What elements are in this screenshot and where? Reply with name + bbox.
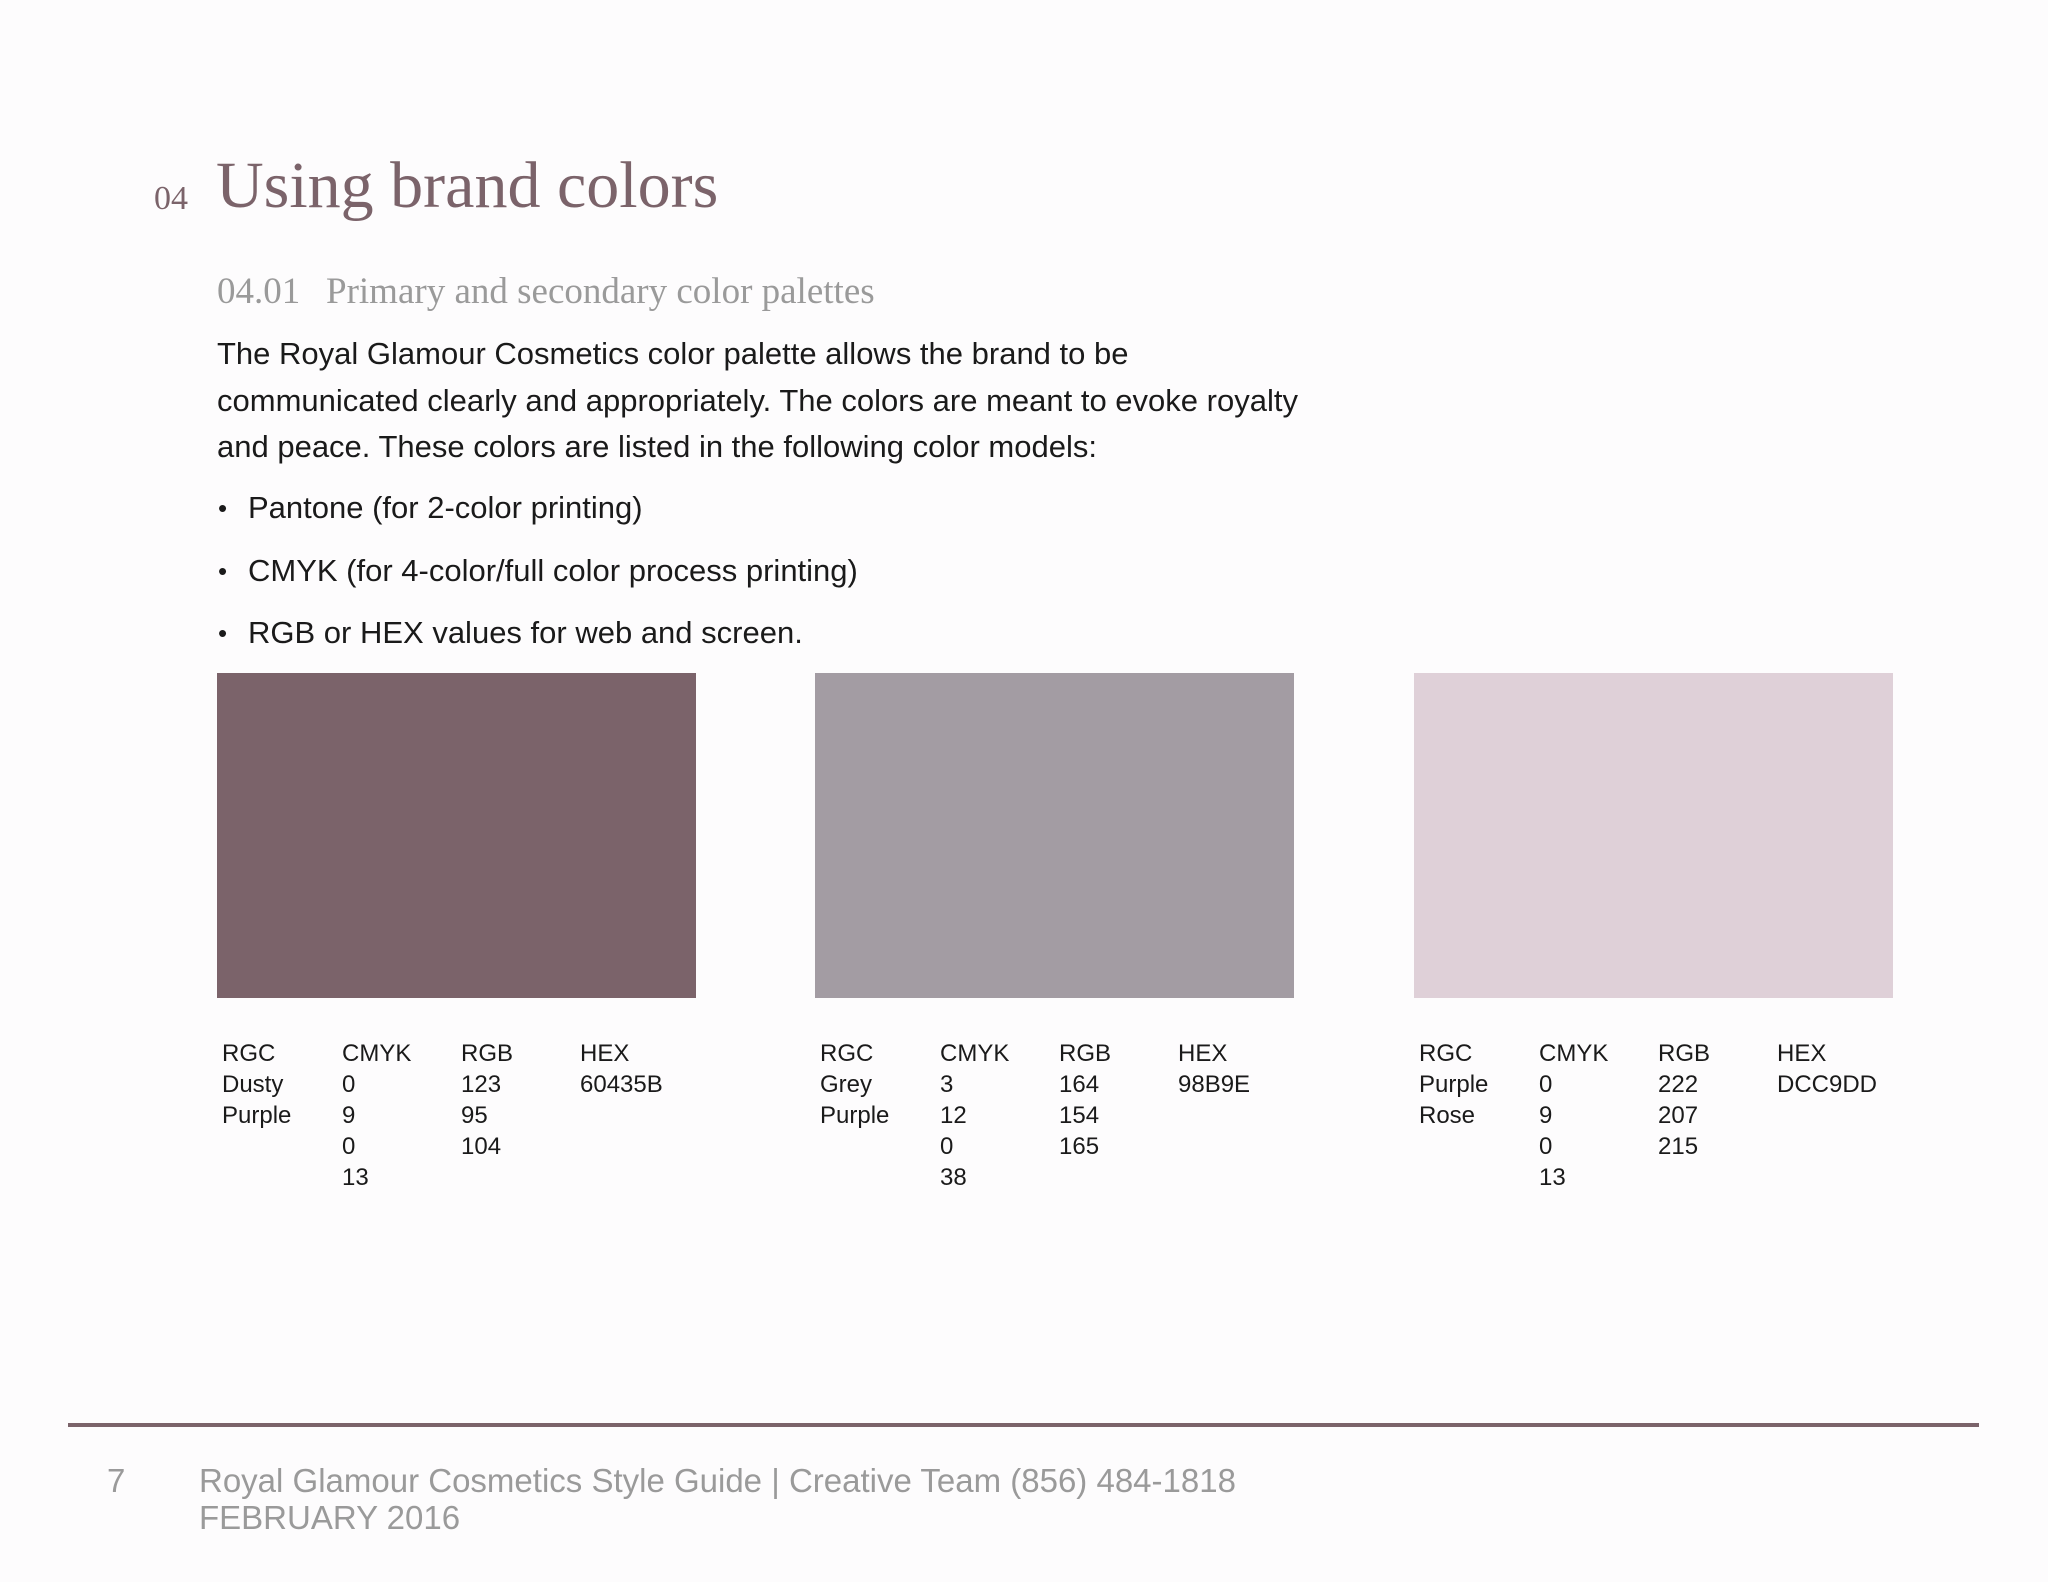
column-header: RGC [222, 1040, 276, 1067]
hex-value: 60435B [580, 1071, 663, 1098]
rgc-value: Rose [1419, 1102, 1476, 1129]
cmyk-value: 38 [940, 1164, 967, 1191]
hex-value: 98B9E [1178, 1071, 1251, 1098]
page-number: 7 [107, 1462, 126, 1499]
column-header: HEX [1178, 1040, 1228, 1067]
bullet-item: Pantone (for 2-color printing) [248, 490, 643, 525]
cmyk-value: 3 [940, 1071, 954, 1098]
cmyk-value: 0 [1539, 1071, 1553, 1098]
column-header: CMYK [1539, 1040, 1609, 1067]
rgb-value: 165 [1059, 1133, 1100, 1160]
column-header: HEX [1777, 1040, 1827, 1067]
hex-value: DCC9DD [1777, 1071, 1878, 1098]
intro-line: The Royal Glamour Cosmetics color palett… [217, 336, 1129, 371]
rgb-value: 164 [1059, 1071, 1100, 1098]
rgc-value: Purple [1419, 1071, 1489, 1098]
column-header: RGC [820, 1040, 874, 1067]
footer-rule [68, 1423, 1979, 1427]
cmyk-value: 0 [342, 1071, 356, 1098]
column-header: CMYK [342, 1040, 412, 1067]
rgb-value: 95 [461, 1102, 488, 1129]
color-swatch [1414, 673, 1893, 998]
rgc-value: Purple [222, 1102, 292, 1129]
rgb-value: 222 [1658, 1071, 1699, 1098]
cmyk-value: 9 [1539, 1102, 1553, 1129]
cmyk-value: 13 [342, 1164, 369, 1191]
rgb-value: 123 [461, 1071, 502, 1098]
footer-date: FEBRUARY 2016 [199, 1499, 461, 1536]
color-swatch [815, 673, 1294, 998]
column-header: HEX [580, 1040, 630, 1067]
rgb-value: 154 [1059, 1102, 1100, 1129]
color-swatch [217, 673, 696, 998]
rgc-value: Purple [820, 1102, 890, 1129]
cmyk-value: 0 [1539, 1133, 1553, 1160]
bullet-dot: • [218, 618, 228, 648]
bullet-item: CMYK (for 4-color/full color process pri… [248, 552, 858, 588]
column-header: RGC [1419, 1040, 1473, 1067]
section-number: 04 [154, 180, 188, 217]
subsection-title: Primary and secondary color palettes [326, 271, 875, 312]
footer-text: Royal Glamour Cosmetics Style Guide | Cr… [199, 1462, 1236, 1499]
subsection-number: 04.01 [217, 271, 301, 312]
cmyk-value: 12 [940, 1102, 967, 1129]
column-header: RGB [1059, 1040, 1112, 1067]
intro-line: and peace. These colors are listed in th… [217, 429, 1097, 464]
column-header: RGB [1658, 1040, 1711, 1067]
cmyk-value: 0 [940, 1133, 954, 1160]
rgc-value: Dusty [222, 1071, 284, 1098]
rgb-value: 104 [461, 1133, 502, 1160]
cmyk-value: 13 [1539, 1164, 1566, 1191]
bullet-item: RGB or HEX values for web and screen. [248, 615, 803, 650]
rgb-value: 207 [1658, 1102, 1699, 1129]
cmyk-value: 9 [342, 1102, 356, 1129]
column-header: RGB [461, 1040, 514, 1067]
column-header: CMYK [940, 1040, 1010, 1067]
page-title: Using brand colors [216, 149, 719, 222]
bullet-dot: • [218, 555, 228, 586]
rgb-value: 215 [1658, 1133, 1699, 1160]
intro-line: communicated clearly and appropriately. … [217, 382, 1298, 418]
bullet-dot: • [218, 493, 228, 523]
cmyk-value: 0 [342, 1133, 356, 1160]
rgc-value: Grey [820, 1071, 873, 1098]
